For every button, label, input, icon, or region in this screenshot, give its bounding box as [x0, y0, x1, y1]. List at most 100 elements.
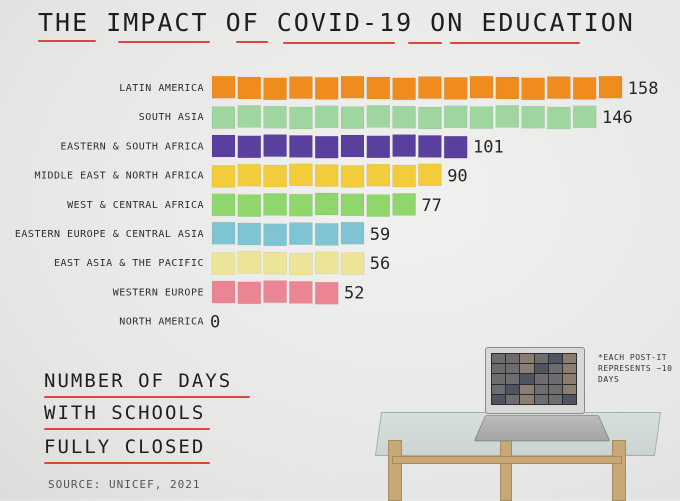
- postit-bar-segment: [392, 77, 416, 101]
- postit-bar-segment: [366, 163, 391, 187]
- category-label: SOUTH ASIA: [139, 112, 204, 123]
- postit-bar-segment: [340, 106, 365, 129]
- postit-bar-segment: [366, 105, 391, 128]
- title-underline-covid: [283, 42, 395, 44]
- postit-bar-segment: [340, 193, 365, 217]
- postit-bar-segment: [392, 105, 416, 129]
- value-label: 90: [447, 167, 467, 187]
- value-label: 0: [210, 313, 220, 333]
- postit-bar-segment: [211, 221, 236, 245]
- value-label: 101: [473, 137, 504, 157]
- postit-bar-segment: [366, 194, 391, 217]
- postit-bar-segment: [237, 222, 262, 246]
- caption-line-3: FULLY CLOSED: [44, 436, 206, 458]
- category-label: LATIN AMERICA: [119, 83, 204, 94]
- postit-bar-segment: [289, 193, 313, 217]
- title-underline-impact: [118, 41, 210, 43]
- postit-bar-segment: [289, 252, 313, 276]
- caption-underline-2: [44, 428, 210, 430]
- postit-bar-segment: [598, 75, 623, 99]
- postit-bar-segment: [237, 163, 262, 187]
- postit-bar-segment: [366, 76, 391, 100]
- postit-bar-segment: [340, 134, 365, 158]
- postit-bar-segment: [263, 223, 287, 247]
- category-label: EASTERN EUROPE & CENTRAL ASIA: [15, 229, 204, 240]
- category-label: MIDDLE EAST & NORTH AFRICA: [34, 171, 204, 182]
- postit-bar-segment: [211, 280, 236, 304]
- postit-bar-segment: [211, 75, 236, 99]
- postit-bar-segment: [289, 135, 313, 158]
- source-text: SOURCE: UNICEF, 2021: [48, 478, 201, 491]
- title-underline-education: [450, 42, 580, 44]
- postit-bar-segment: [521, 105, 545, 129]
- postit-bar-segment: [289, 281, 313, 304]
- category-label: EAST ASIA & THE PACIFIC: [54, 258, 204, 269]
- postit-bar-segment: [547, 106, 571, 130]
- value-label: 59: [370, 225, 390, 245]
- table-leg-right: [612, 440, 626, 501]
- postit-bar-segment: [443, 105, 468, 129]
- postit-bar-segment: [366, 135, 391, 159]
- postit-bar-segment: [263, 105, 287, 129]
- caption-line-2: WITH SCHOOLS: [44, 402, 206, 424]
- value-label: 77: [421, 196, 441, 216]
- caption-underline-1: [44, 396, 250, 398]
- postit-bar-segment: [495, 76, 520, 100]
- postit-bar-segment: [314, 192, 339, 216]
- value-label: 52: [344, 283, 364, 303]
- postit-note: *EACH POST-IT REPRESENTS ~10 DAYS: [598, 353, 673, 384]
- laptop-keyboard: [473, 415, 611, 442]
- postit-bar-segment: [237, 135, 262, 159]
- laptop-screen: [485, 347, 585, 414]
- video-call-grid: [491, 353, 577, 405]
- postit-bar-segment: [211, 165, 236, 188]
- value-label: 158: [628, 79, 659, 99]
- postit-bar-segment: [572, 105, 597, 129]
- postit-bar-segment: [263, 251, 287, 275]
- postit-bar-segment: [289, 163, 313, 187]
- postit-bar-segment: [263, 134, 287, 157]
- postit-bar-segment: [314, 281, 339, 305]
- category-label: EASTERN & SOUTH AFRICA: [61, 141, 204, 152]
- postit-bar-segment: [443, 77, 468, 100]
- postit-bar-segment: [237, 105, 262, 128]
- postit-bar-segment: [418, 163, 442, 187]
- table-leg-left: [388, 440, 402, 501]
- postit-bar-segment: [263, 280, 287, 303]
- table-crossbar: [392, 456, 622, 464]
- postit-bar-segment: [237, 251, 262, 274]
- postit-bar-segment: [237, 194, 262, 217]
- postit-bar-segment: [289, 222, 313, 245]
- postit-bar-segment: [572, 77, 597, 100]
- postit-bar-segment: [314, 164, 339, 187]
- postit-bar-segment: [211, 252, 236, 275]
- postit-bar-segment: [211, 193, 236, 217]
- postit-bar-segment: [547, 76, 571, 99]
- postit-bar-segment: [495, 105, 520, 128]
- postit-bar-segment: [340, 252, 365, 275]
- postit-bar-segment: [237, 76, 262, 100]
- chart-title: THE IMPACT OF COVID-19 ON EDUCATION: [38, 8, 635, 37]
- postit-bar-segment: [418, 135, 442, 158]
- caption-line-1: NUMBER OF DAYS: [44, 370, 233, 392]
- postit-bar-segment: [263, 193, 287, 216]
- value-label: 56: [370, 254, 390, 274]
- postit-bar-segment: [211, 106, 236, 129]
- postit-bar-segment: [392, 164, 416, 188]
- postit-bar-segment: [521, 77, 545, 101]
- title-underline-the: [38, 40, 96, 42]
- caption-underline-3: [44, 462, 210, 464]
- postit-bar-segment: [392, 134, 416, 157]
- table-leg-mid: [500, 440, 512, 501]
- postit-bar-segment: [340, 165, 365, 188]
- title-underline-of: [236, 41, 268, 43]
- postit-bar-segment: [314, 251, 339, 275]
- category-label: NORTH AMERICA: [119, 317, 204, 328]
- postit-bar-segment: [392, 193, 416, 216]
- postit-bar-segment: [469, 106, 494, 129]
- postit-bar-segment: [314, 105, 339, 129]
- value-label: 146: [602, 108, 633, 128]
- postit-bar-segment: [237, 281, 262, 305]
- postit-bar-segment: [340, 75, 365, 99]
